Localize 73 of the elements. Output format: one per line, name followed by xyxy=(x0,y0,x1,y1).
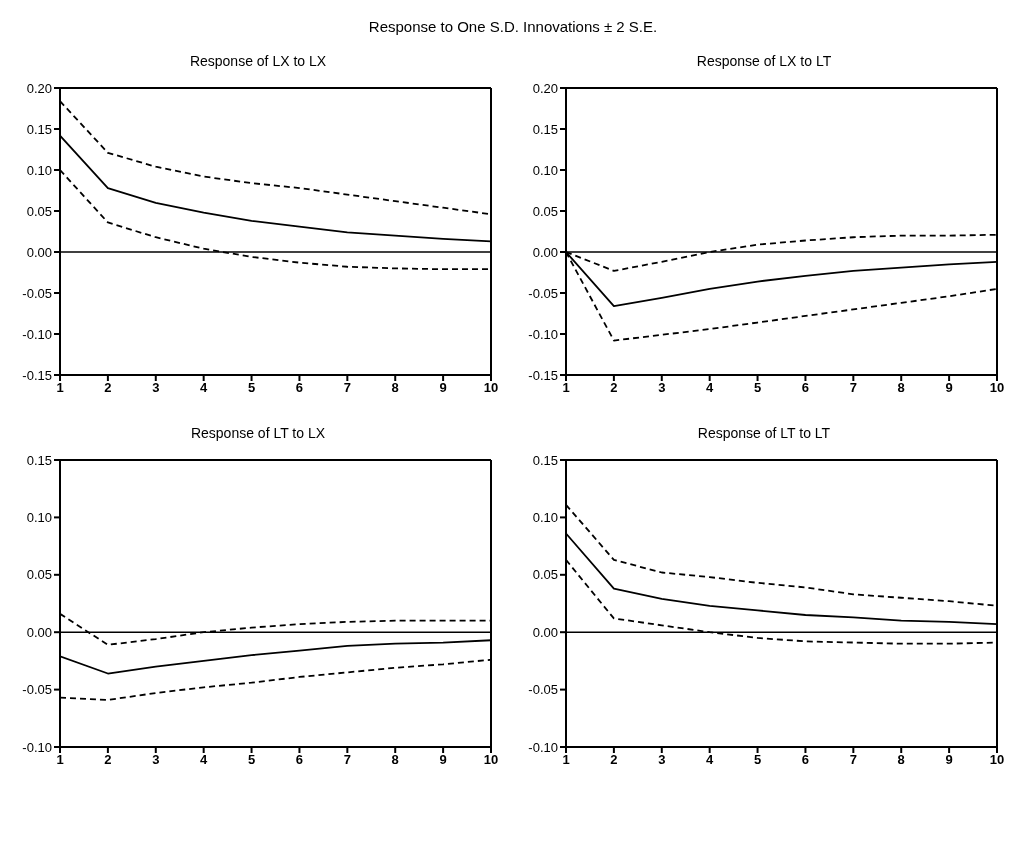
y-tick-label: 0.00 xyxy=(26,244,52,260)
x-tick-label: 4 xyxy=(706,380,715,396)
x-tick-label: 3 xyxy=(658,380,666,396)
text: Response to One S.D. Innovations ± 2 S.E. xyxy=(367,17,659,37)
y-tick-label: 0.10 xyxy=(532,510,558,526)
y-tick-label: 0.20 xyxy=(532,80,558,96)
x-tick-label: 7 xyxy=(849,380,857,396)
x-tick-label: 10 xyxy=(483,380,499,396)
x-tick-label: 9 xyxy=(439,752,447,768)
y-tick-label: -0.05 xyxy=(528,682,558,698)
x-tick-label: 8 xyxy=(391,752,399,768)
x-tick-label: 3 xyxy=(152,380,160,396)
y-tick-label: 0.00 xyxy=(532,244,558,260)
x-tick-label: 3 xyxy=(658,752,666,768)
y-tick-label: -0.05 xyxy=(528,285,558,301)
x-tick-label: 3 xyxy=(152,752,160,768)
x-tick-label: 2 xyxy=(610,380,618,396)
x-tick-label: 2 xyxy=(104,380,112,396)
x-tick-label: 5 xyxy=(247,380,256,396)
x-tick-label: 6 xyxy=(801,752,810,768)
x-tick-label: 9 xyxy=(945,752,953,768)
y-tick-label: 0.10 xyxy=(26,162,52,178)
chart-title: Response of LT to LX xyxy=(189,425,327,443)
chart-title: Response of LX to LT xyxy=(695,53,833,71)
x-tick-label: 1 xyxy=(562,380,570,396)
y-tick-label: -0.05 xyxy=(22,285,52,301)
y-tick-label: -0.05 xyxy=(22,682,52,698)
x-tick-label: 5 xyxy=(753,752,762,768)
x-tick-label: 7 xyxy=(343,752,351,768)
x-tick-label: 7 xyxy=(849,752,857,768)
y-tick-label: 0.10 xyxy=(532,162,558,178)
y-tick-label: 0.00 xyxy=(532,624,558,640)
x-tick-label: 6 xyxy=(801,380,810,396)
y-tick-label: 0.15 xyxy=(26,452,52,468)
x-tick-label: 8 xyxy=(391,380,399,396)
x-tick-label: 10 xyxy=(483,752,499,768)
chart-title: Response of LX to LX xyxy=(188,53,328,71)
x-tick-label: 10 xyxy=(989,380,1005,396)
y-tick-label: -0.10 xyxy=(22,326,52,342)
y-tick-label: 0.10 xyxy=(26,510,52,526)
y-tick-label: -0.15 xyxy=(528,367,558,383)
x-tick-label: 2 xyxy=(104,752,112,768)
x-tick-label: 8 xyxy=(897,752,905,768)
chart-title: Response of LT to LT xyxy=(696,425,832,443)
x-tick-label: 6 xyxy=(295,380,304,396)
y-tick-label: 0.15 xyxy=(26,121,52,137)
y-tick-label: 0.15 xyxy=(532,452,558,468)
y-tick-label: 0.05 xyxy=(26,203,52,219)
x-tick-label: 6 xyxy=(295,752,304,768)
y-tick-label: -0.10 xyxy=(528,326,558,342)
y-tick-label: -0.15 xyxy=(22,367,52,383)
y-tick-label: 0.05 xyxy=(26,567,52,583)
x-tick-label: 1 xyxy=(56,752,64,768)
x-tick-label: 4 xyxy=(200,380,209,396)
x-tick-label: 9 xyxy=(439,380,447,396)
y-tick-label: 0.05 xyxy=(532,567,558,583)
x-tick-label: 1 xyxy=(562,752,570,768)
y-tick-label: -0.10 xyxy=(22,739,52,755)
x-tick-label: 4 xyxy=(200,752,209,768)
y-tick-label: 0.20 xyxy=(26,80,52,96)
x-tick-label: 4 xyxy=(706,752,715,768)
y-tick-label: 0.00 xyxy=(26,624,52,640)
x-tick-label: 8 xyxy=(897,380,905,396)
y-tick-label: 0.05 xyxy=(532,203,558,219)
x-tick-label: 9 xyxy=(945,380,953,396)
x-tick-label: 2 xyxy=(610,752,618,768)
x-tick-label: 1 xyxy=(56,380,64,396)
x-tick-label: 10 xyxy=(989,752,1005,768)
x-tick-label: 5 xyxy=(753,380,762,396)
x-tick-label: 7 xyxy=(343,380,351,396)
y-tick-label: 0.15 xyxy=(532,121,558,137)
x-tick-label: 5 xyxy=(247,752,256,768)
y-tick-label: -0.10 xyxy=(528,739,558,755)
